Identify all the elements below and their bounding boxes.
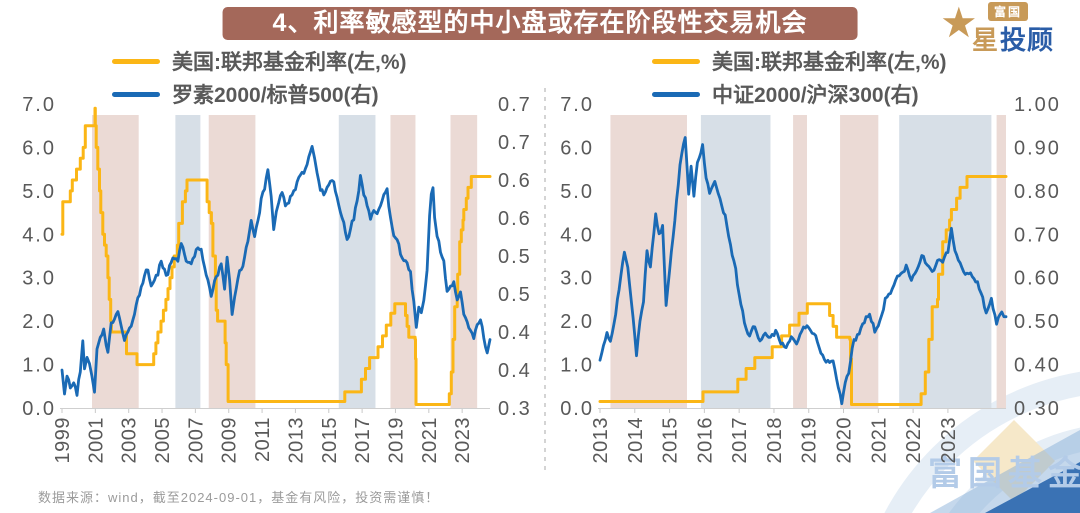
regime-band <box>996 115 1006 408</box>
x-axis-tick-label: 2001 <box>85 417 107 464</box>
legend-label: 美国:联邦基金利率(左,%) <box>712 51 947 74</box>
legend-item: 罗素2000/标普500(右) <box>112 79 407 109</box>
legend-left-chart: 美国:联邦基金利率(左,%) 罗素2000/标普500(右) <box>112 46 407 109</box>
right-axis-tick-label: 0.3 <box>498 398 532 420</box>
right-axis-tick-label: 0.70 <box>1014 224 1061 246</box>
left-axis-tick-label: 1.0 <box>560 355 594 377</box>
x-axis-tick-label: 2018 <box>764 417 786 464</box>
regime-band <box>793 115 808 408</box>
left-axis-tick-label: 5.0 <box>560 181 594 203</box>
left-axis-tick-label: 5.0 <box>22 181 56 203</box>
right-axis-tick-label: 0.4 <box>498 322 532 344</box>
x-axis-tick-label: 1999 <box>52 417 74 464</box>
left-axis-tick-label: 2.0 <box>560 311 594 333</box>
left-axis-tick-label: 1.0 <box>22 355 56 377</box>
x-axis-tick-label: 2023 <box>452 417 474 464</box>
left-axis-tick-label: 7.0 <box>560 94 594 116</box>
legend-label: 美国:联邦基金利率(左,%) <box>172 51 407 74</box>
regime-band <box>840 115 879 408</box>
x-axis-tick-label: 2007 <box>185 417 207 464</box>
x-axis-tick-label: 2005 <box>152 417 174 464</box>
left-axis-tick-label: 7.0 <box>22 94 56 116</box>
regime-band <box>899 115 992 408</box>
series-line-fed-funds-rate <box>60 106 492 406</box>
legend-swatch-blue <box>112 91 160 97</box>
legend-item: 美国:联邦基金利率(左,%) <box>652 46 947 76</box>
right-axis-tick-label: 0.6 <box>498 170 532 192</box>
series-line-ratio <box>598 136 1008 406</box>
x-axis-tick-label: 2016 <box>694 417 716 464</box>
legend-right-chart: 美国:联邦基金利率(左,%) 中证2000/沪深300(右) <box>652 46 947 109</box>
regime-band <box>92 115 139 408</box>
x-axis-tick-label: 2017 <box>352 417 374 464</box>
x-axis-tick-label: 2020 <box>834 417 856 464</box>
brand-star-char: 星 <box>972 25 999 55</box>
series-line-fed-funds-rate <box>598 175 1008 406</box>
diamond-shape <box>972 419 1056 503</box>
right-axis-tick-label: 0.90 <box>1014 137 1061 159</box>
x-axis-tick-label: 2023 <box>938 417 960 464</box>
star-icon: ★ <box>940 0 978 46</box>
right-axis-tick-label: 0.60 <box>1014 268 1061 290</box>
right-axis-tick-label: 0.4 <box>498 360 532 382</box>
right-axis-tick-label: 0.5 <box>498 246 532 268</box>
brand-suffix-label: 投顾 <box>1000 25 1055 55</box>
left-axis-tick-label: 0.0 <box>560 398 594 420</box>
left-axis-tick-label: 0.0 <box>22 398 56 420</box>
x-axis-tick-label: 2022 <box>903 417 925 464</box>
regime-band <box>450 115 478 408</box>
x-axis-tick-label: 2021 <box>868 417 890 464</box>
regime-band <box>700 115 771 408</box>
left-axis-tick-label: 6.0 <box>560 137 594 159</box>
right-axis-tick-label: 0.7 <box>498 132 532 154</box>
right-axis-tick-label: 0.40 <box>1014 355 1061 377</box>
x-axis-tick-label: 2013 <box>590 417 612 464</box>
left-axis-tick-label: 4.0 <box>22 224 56 246</box>
left-axis-tick-label: 3.0 <box>22 268 56 290</box>
legend-item: 中证2000/沪深300(右) <box>652 79 947 109</box>
x-axis-tick-label: 2017 <box>729 417 751 464</box>
x-axis-tick-label: 2009 <box>219 417 241 464</box>
right-axis-tick-label: 0.5 <box>498 284 532 306</box>
right-axis-tick-label: 0.6 <box>498 208 532 230</box>
right-axis-tick-label: 0.50 <box>1014 311 1061 333</box>
legend-label: 中证2000/沪深300(右) <box>712 84 919 107</box>
right-axis-tick-label: 0.80 <box>1014 181 1061 203</box>
brand-badge-label: 富国 <box>988 2 1029 21</box>
legend-label: 罗素2000/标普500(右) <box>172 84 379 107</box>
x-axis-tick-label: 2003 <box>119 417 141 464</box>
x-axis-tick-label: 2019 <box>385 417 407 464</box>
x-axis-tick-label: 2021 <box>419 417 441 464</box>
x-axis-tick-label: 2014 <box>625 417 647 464</box>
series-line-ratio <box>60 145 492 397</box>
right-axis-tick-label: 0.7 <box>498 94 532 116</box>
x-axis-tick-label: 2013 <box>285 417 307 464</box>
x-axis-tick-label: 2015 <box>319 417 341 464</box>
x-axis-tick-label: 2015 <box>660 417 682 464</box>
left-axis-tick-label: 6.0 <box>22 137 56 159</box>
left-axis-tick-label: 4.0 <box>560 224 594 246</box>
corner-wedge-dark <box>985 462 1080 513</box>
x-axis-tick-label: 2011 <box>252 417 274 462</box>
x-axis-tick-label: 2019 <box>799 417 821 464</box>
right-axis-tick-label: 0.30 <box>1014 398 1061 420</box>
brand-logo: ★ 富国 星 投顾 <box>932 0 1074 56</box>
page-title: 4、利率敏感型的中小盘或存在阶段性交易机会 <box>222 7 858 40</box>
right-axis-tick-label: 1.00 <box>1014 94 1061 116</box>
legend-swatch-blue <box>652 91 700 97</box>
left-axis-tick-label: 2.0 <box>22 311 56 333</box>
left-axis-tick-label: 3.0 <box>560 268 594 290</box>
legend-item: 美国:联邦基金利率(左,%) <box>112 46 407 76</box>
legend-swatch-gold <box>652 58 700 64</box>
watermark-text: 富国基金 <box>928 455 1080 493</box>
legend-swatch-gold <box>112 58 160 64</box>
data-source-note: 数据来源：wind，截至2024-09-01，基金有风险，投资需谨慎！ <box>38 490 440 505</box>
